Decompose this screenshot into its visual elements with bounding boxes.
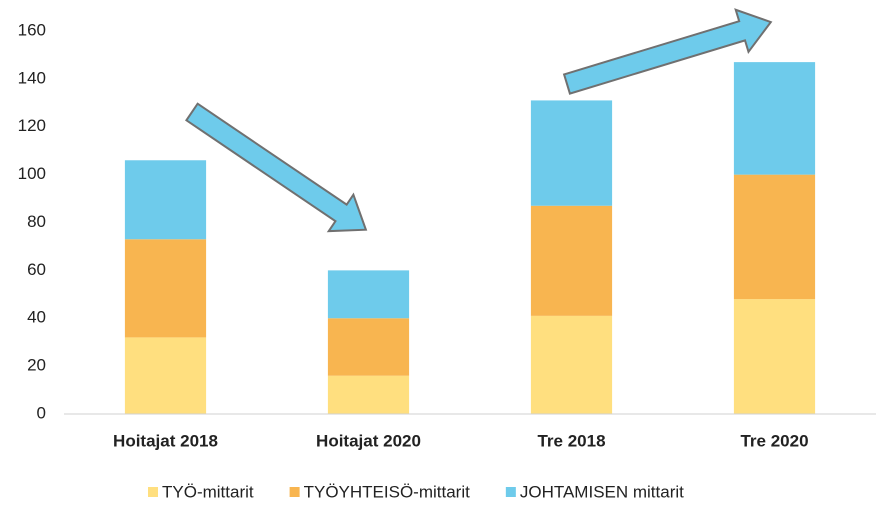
arrow-up <box>562 8 773 95</box>
bar-segment <box>733 62 816 175</box>
bar-segment <box>530 100 613 206</box>
x-tick-label: Tre 2018 <box>537 431 605 450</box>
y-tick-label: 100 <box>18 164 46 183</box>
bar-segment <box>327 318 410 376</box>
bar-segment <box>530 315 613 414</box>
bar-segment <box>327 270 410 319</box>
x-tick-label: Hoitajat 2018 <box>113 431 218 450</box>
y-tick-label: 60 <box>27 260 46 279</box>
legend-swatch <box>505 487 516 497</box>
x-tick-label: Tre 2020 <box>740 431 808 450</box>
bar-segment <box>124 160 207 240</box>
trend-arrow <box>562 8 773 95</box>
bar-segment <box>327 375 410 414</box>
bar-segment <box>530 205 613 316</box>
legend-swatch <box>289 487 300 497</box>
legend-label: TYÖ-mittarit <box>162 482 254 501</box>
y-tick-label: 0 <box>37 403 46 422</box>
legend-swatch <box>148 487 158 497</box>
bar-segment <box>733 174 816 300</box>
bar-segment <box>124 239 207 338</box>
bar-segment <box>733 299 816 414</box>
bars <box>124 62 816 414</box>
arrow-down <box>185 102 368 233</box>
y-tick-label: 20 <box>27 356 46 375</box>
legend-label: JOHTAMISEN mittarit <box>520 482 684 501</box>
y-tick-label: 160 <box>18 20 46 39</box>
x-tick-label: Hoitajat 2020 <box>316 431 421 450</box>
legend-label: TYÖYHTEISÖ-mittarit <box>304 482 471 501</box>
bar-segment <box>124 337 207 414</box>
y-tick-label: 80 <box>27 212 46 231</box>
y-tick-label: 40 <box>27 308 46 327</box>
trend-arrow <box>185 102 368 233</box>
y-tick-label: 120 <box>18 116 46 135</box>
y-tick-label: 140 <box>18 68 46 87</box>
